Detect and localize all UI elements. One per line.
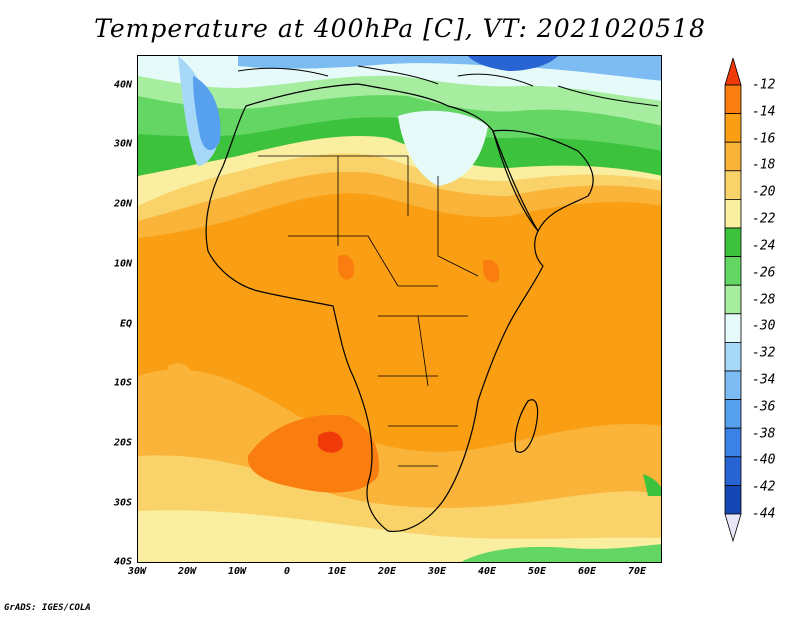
temperature-field (138, 56, 661, 562)
field-warm-core-southwest (247, 415, 379, 493)
map-panel (137, 55, 662, 563)
credit-text: GrADS: IGES/COLA (4, 603, 91, 613)
lat-tick-label: 20S (113, 437, 132, 449)
colorbar-label: -16 (752, 131, 776, 147)
lat-tick-label: 10S (113, 377, 132, 389)
colorbar-label: -34 (752, 372, 776, 388)
colorbar-swatch (724, 141, 742, 172)
field-warm-core-north (338, 254, 355, 280)
colorbar-label: -38 (752, 426, 776, 442)
lat-tick-label: 30S (113, 497, 132, 509)
colorbar-swatch (724, 370, 742, 401)
field-warm-core-east (483, 259, 500, 283)
madagascar-outline (514, 399, 539, 453)
lat-tick-label: 10N (113, 258, 132, 270)
lon-tick-label: 20E (377, 566, 397, 577)
field-southeast-green (643, 474, 661, 496)
colorbar-label: -22 (752, 211, 776, 227)
colorbar-label: -20 (752, 184, 776, 200)
lon-tick-label: 0 (283, 566, 291, 577)
colorbar-top-arrow (724, 58, 742, 86)
lon-tick-label: 20W (177, 566, 197, 577)
lon-tick-label: 30W (127, 566, 147, 577)
arabia-outline (492, 129, 594, 233)
field-north-dark-blue (468, 56, 558, 71)
colorbar-swatch (724, 84, 742, 115)
colorbar-label: -26 (752, 265, 776, 281)
colorbar-swatch (724, 341, 742, 372)
colorbar-label: -30 (752, 318, 776, 334)
lon-tick-label: 60E (577, 566, 597, 577)
colorbar-swatch (724, 198, 742, 229)
colorbar (724, 58, 742, 543)
lat-tick-label: 20N (113, 198, 132, 210)
colorbar-swatch (724, 113, 742, 143)
colorbar-swatch (724, 427, 742, 458)
country-borders (258, 155, 479, 467)
colorbar-label: -18 (752, 157, 776, 173)
europe-coastline (237, 65, 659, 107)
colorbar-swatch (724, 256, 742, 286)
field-atlantic-blue-2 (193, 76, 221, 151)
field-hot-core (318, 431, 343, 453)
colorbar-label: -28 (752, 292, 776, 307)
lat-tick-label: EQ (119, 318, 132, 330)
colorbar-label: -24 (752, 238, 776, 254)
colorbar-label: -12 (752, 77, 776, 93)
colorbar-swatch (724, 170, 742, 200)
colorbar-label: -42 (752, 479, 776, 495)
colorbar-label: -32 (752, 345, 776, 361)
lon-tick-label: 50E (527, 566, 547, 577)
field-cool-patch-west (167, 363, 192, 393)
colorbar-bottom-arrow (724, 513, 742, 543)
chart-title: Temperature at 400hPa [C], VT: 202102051… (94, 14, 706, 43)
lon-tick-label: 40E (477, 566, 497, 577)
colorbar-label: -40 (752, 452, 776, 468)
field-south-green (461, 544, 661, 562)
colorbar-swatch (724, 284, 742, 315)
lon-tick-label: 30E (427, 566, 447, 577)
lat-tick-label: 40S (113, 556, 132, 568)
field-egypt-cyan (398, 110, 488, 186)
colorbar-label: -36 (752, 399, 776, 415)
lon-tick-label: 10W (227, 566, 247, 577)
colorbar-swatch (724, 227, 742, 258)
lon-tick-label: 70E (627, 566, 647, 577)
colorbar-swatch (724, 484, 742, 515)
colorbar-swatch (724, 399, 742, 429)
lat-tick-label: 40N (113, 79, 132, 91)
lon-tick-label: 10E (327, 566, 347, 577)
lat-tick-label: 30N (113, 138, 132, 150)
colorbar-swatch (724, 313, 742, 343)
field-north-blue (238, 56, 661, 81)
africa-coastline (205, 83, 544, 533)
colorbar-label: -14 (752, 104, 776, 120)
colorbar-swatch (724, 456, 742, 486)
colorbar-label: -44 (752, 506, 776, 522)
